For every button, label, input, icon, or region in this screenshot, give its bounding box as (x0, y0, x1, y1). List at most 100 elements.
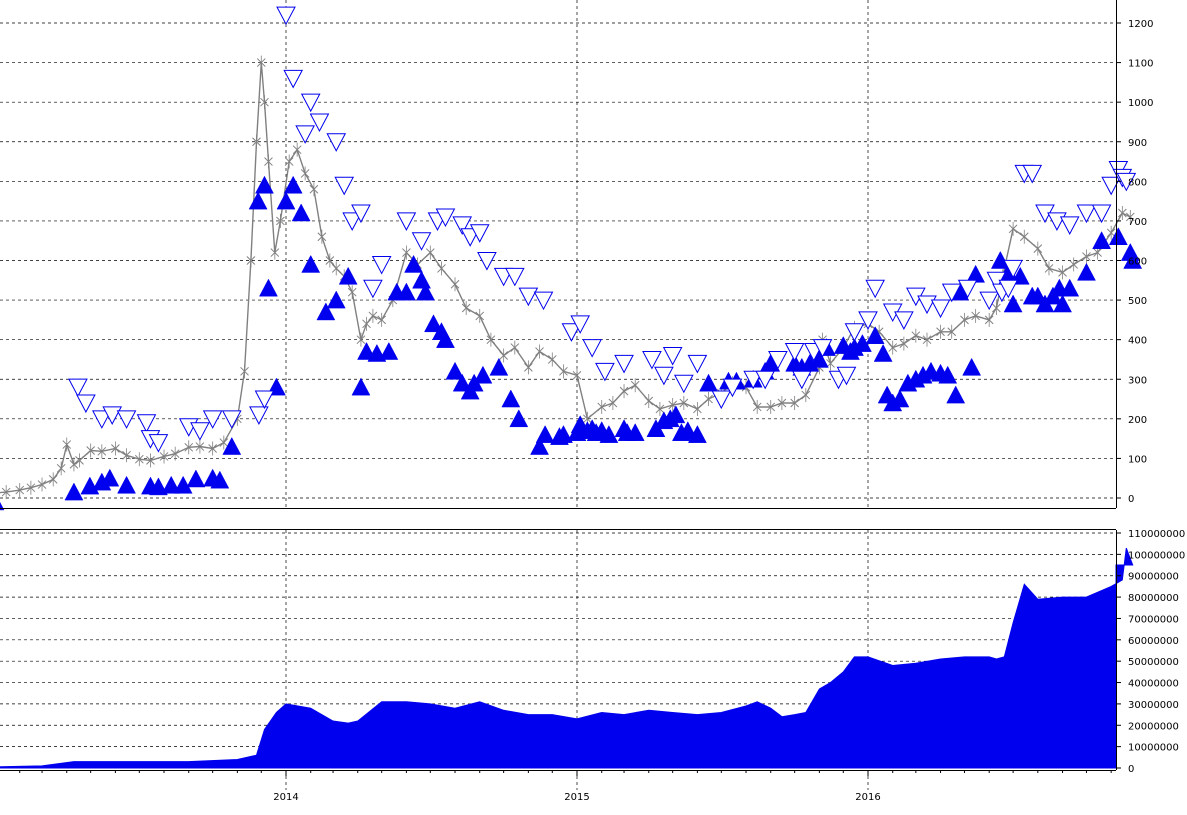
buy-signal-marker (678, 421, 698, 439)
sell-signal-marker (654, 366, 674, 386)
volume-tick-label: 110000000 (1128, 529, 1185, 540)
buy-signal-marker (666, 405, 686, 424)
buy-signal-marker (210, 470, 230, 489)
volume-tick-label: 40000000 (1128, 679, 1179, 690)
buy-signal-marker (396, 282, 416, 301)
x-tick-label: 2014 (273, 792, 298, 803)
buy-signal-marker (938, 365, 958, 384)
sell-signal-marker (865, 279, 886, 299)
sell-signal-marker (411, 232, 432, 251)
sell-signal-marker (957, 279, 978, 299)
sell-signal-marker (309, 113, 330, 133)
sell-signal-marker (295, 125, 315, 144)
buy-signal-marker (404, 254, 423, 273)
buy-signal-marker (962, 357, 982, 376)
sell-signal-marker (711, 390, 732, 410)
price-line (0, 62, 1131, 494)
buy-signal-marker (161, 475, 181, 494)
buy-signal-marker (1108, 227, 1128, 245)
buy-signal-marker (351, 377, 371, 396)
sell-signal-marker (687, 354, 708, 374)
sell-signal-marker (249, 406, 269, 425)
buy-signal-marker (338, 266, 358, 285)
sell-signal-marker (930, 299, 951, 319)
buy-signal-marker (699, 373, 718, 392)
price-tick-label: 900 (1128, 138, 1147, 149)
volume-tick-label: 30000000 (1128, 700, 1179, 711)
sell-signal-marker (1022, 164, 1043, 184)
buy-signal-marker (436, 330, 455, 348)
price-tick-label: 200 (1128, 415, 1147, 426)
buy-signal-marker (865, 326, 885, 344)
sell-signal-marker (1101, 176, 1121, 196)
buy-signal-marker (473, 365, 493, 384)
sell-signal-marker (202, 410, 223, 429)
sell-signal-marker (351, 204, 371, 224)
price-tick-label: 1200 (1128, 19, 1153, 30)
buy-signal-marker (64, 482, 84, 501)
buy-signal-marker (291, 203, 311, 222)
buy-signal-marker (283, 175, 303, 194)
volume-tick-label: 0 (1128, 764, 1134, 775)
sell-signal-marker (300, 93, 321, 113)
sell-signal-marker (614, 354, 634, 374)
volume-tick-label: 20000000 (1128, 721, 1179, 732)
buy-signal-marker (248, 191, 268, 210)
buy-signal-marker (1092, 231, 1112, 249)
price-tick-label: 600 (1128, 257, 1147, 268)
sell-signal-marker (116, 410, 137, 429)
buy-signal-marker (625, 423, 645, 441)
sell-signal-marker (570, 315, 591, 334)
sell-signal-marker (452, 216, 473, 235)
buy-signal-marker (535, 425, 555, 443)
buy-signal-marker (501, 389, 521, 408)
buy-signal-marker (1003, 294, 1023, 313)
buy-signal-marker (173, 475, 193, 494)
sell-signal-marker (396, 212, 417, 231)
buy-signal-marker (890, 389, 910, 408)
sell-signal-marker (363, 279, 383, 299)
volume-area (0, 547, 1134, 769)
buy-signal-marker (1077, 262, 1096, 281)
sell-signal-marker (662, 347, 683, 366)
sell-signal-marker (1059, 216, 1080, 235)
sell-signal-marker (76, 394, 96, 414)
sell-signal-marker (334, 176, 355, 196)
sell-signal-marker (254, 390, 275, 410)
buy-signal-marker (379, 342, 399, 360)
buy-signal-marker (100, 468, 120, 487)
buy-signal-marker (1060, 278, 1080, 297)
sell-signal-marker (979, 291, 1000, 311)
volume-tick-label: 100000000 (1128, 550, 1185, 561)
sell-signal-marker (371, 255, 392, 275)
sell-signal-marker (68, 378, 88, 398)
volume-tick-label: 50000000 (1128, 657, 1179, 668)
sell-signal-marker (858, 311, 878, 330)
sell-signal-marker (435, 208, 456, 228)
sell-signal-marker (221, 410, 242, 429)
sell-signal-marker (836, 366, 857, 386)
x-tick-label: 2015 (564, 792, 589, 803)
price-tick-label: 800 (1128, 177, 1147, 188)
volume-tick-label: 80000000 (1128, 593, 1179, 604)
sell-signal-marker (469, 224, 490, 243)
buy-signal-marker (489, 357, 509, 376)
sell-signal-marker (283, 69, 304, 89)
buy-signal-marker (1053, 294, 1072, 313)
buy-signal-marker (509, 409, 529, 428)
volume-tick-label: 60000000 (1128, 636, 1179, 647)
sell-signal-marker (768, 350, 788, 370)
price-tick-label: 300 (1128, 375, 1147, 386)
buy-signal-marker (530, 437, 549, 455)
sell-signal-marker (582, 339, 602, 358)
sell-signal-marker (674, 374, 694, 394)
sell-signal-marker (326, 133, 347, 152)
buy-signal-marker (452, 373, 472, 392)
sell-signal-marker (791, 370, 812, 390)
buy-signal-marker (873, 343, 893, 362)
sell-signal-marker (533, 291, 554, 311)
buy-signal-marker (276, 191, 296, 210)
buy-signal-marker (301, 254, 321, 273)
x-tick-label: 2016 (855, 792, 880, 803)
